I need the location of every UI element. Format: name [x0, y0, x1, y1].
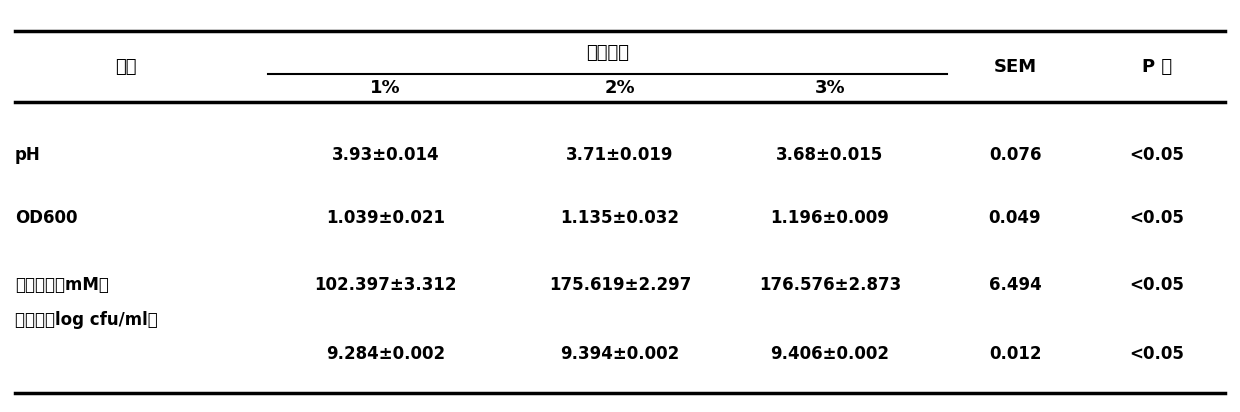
Text: pH: pH [15, 146, 41, 164]
Text: <0.05: <0.05 [1130, 345, 1184, 363]
Text: 0.049: 0.049 [988, 209, 1042, 227]
Text: 9.406±0.002: 9.406±0.002 [770, 345, 889, 363]
Text: 6.494: 6.494 [988, 276, 1042, 294]
Text: SEM: SEM [993, 58, 1037, 76]
Text: 1.196±0.009: 1.196±0.009 [770, 209, 889, 227]
Text: 3%: 3% [815, 79, 846, 97]
Text: <0.05: <0.05 [1130, 209, 1184, 227]
Text: P 值: P 值 [1142, 58, 1172, 76]
Text: 9.394±0.002: 9.394±0.002 [560, 345, 680, 363]
Text: <0.05: <0.05 [1130, 276, 1184, 294]
Text: 176.576±2.873: 176.576±2.873 [759, 276, 901, 294]
Text: 0.012: 0.012 [988, 345, 1042, 363]
Text: 低聚果糖: 低聚果糖 [587, 44, 629, 61]
Text: 102.397±3.312: 102.397±3.312 [314, 276, 456, 294]
Text: 2%: 2% [605, 79, 635, 97]
Text: 3.71±0.019: 3.71±0.019 [567, 146, 673, 164]
Text: 3.93±0.014: 3.93±0.014 [331, 146, 439, 164]
Text: 0.076: 0.076 [988, 146, 1042, 164]
Text: 乳酸产量（mM）: 乳酸产量（mM） [15, 276, 109, 294]
Text: 指标: 指标 [115, 58, 136, 76]
Text: 1.135±0.032: 1.135±0.032 [560, 209, 680, 227]
Text: 活菌数（log cfu/ml）: 活菌数（log cfu/ml） [15, 311, 157, 329]
Text: 1.039±0.021: 1.039±0.021 [326, 209, 445, 227]
Text: <0.05: <0.05 [1130, 146, 1184, 164]
Text: OD600: OD600 [15, 209, 78, 227]
Text: 175.619±2.297: 175.619±2.297 [549, 276, 691, 294]
Text: 1%: 1% [371, 79, 401, 97]
Text: 9.284±0.002: 9.284±0.002 [326, 345, 445, 363]
Text: 3.68±0.015: 3.68±0.015 [776, 146, 883, 164]
